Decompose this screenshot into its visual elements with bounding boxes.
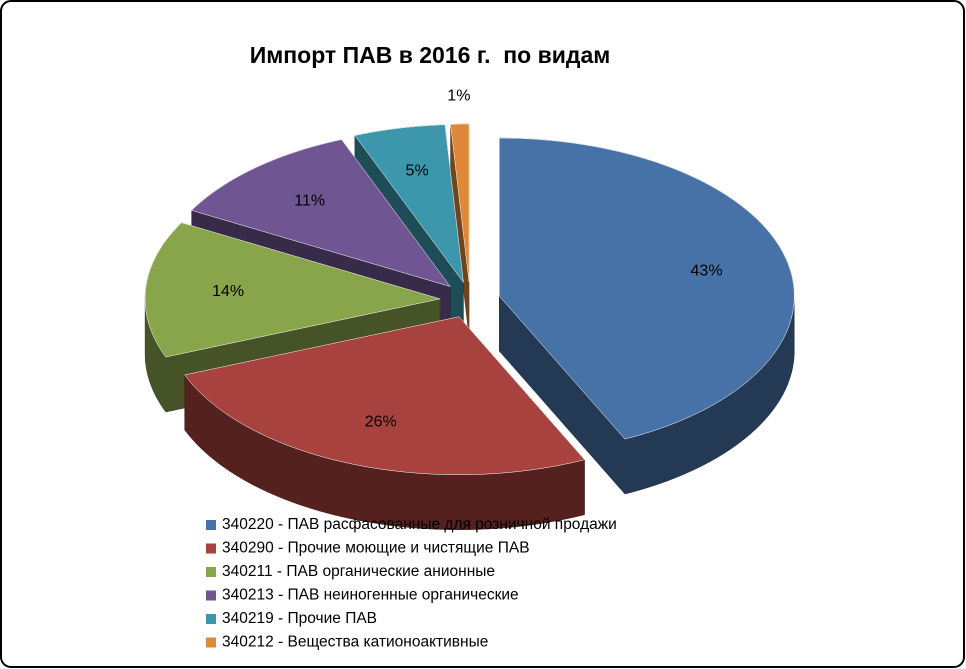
legend-label: 340290 - Прочие моющие и чистящие ПАВ <box>222 540 530 557</box>
legend-label: 340211 - ПАВ органические анионные <box>222 563 495 580</box>
slice <box>184 316 586 475</box>
legend-label: 340213 - ПАВ неиногенные органические <box>222 587 519 604</box>
slice <box>191 139 451 287</box>
legend-swatch <box>206 567 216 577</box>
data-label: 5% <box>406 163 429 180</box>
slice <box>450 123 470 283</box>
legend-label: 340220 - ПАВ расфасованные для розничной… <box>222 516 617 533</box>
data-label: 26% <box>365 414 397 431</box>
legend-swatch <box>206 520 216 530</box>
legend-label: 340212 - Вещества катионоактивные <box>222 634 488 651</box>
legend-swatch <box>206 614 216 624</box>
data-label: 11% <box>294 192 325 209</box>
data-label: 14% <box>212 283 244 300</box>
legend-swatch <box>206 543 216 554</box>
slice <box>144 222 441 358</box>
data-label: 43% <box>691 262 723 279</box>
legend-swatch <box>206 637 216 648</box>
legend-label: 340219 - Прочие ПАВ <box>222 610 377 627</box>
slice <box>354 124 464 284</box>
data-label: 1% <box>447 88 470 105</box>
chart-title: Импорт ПАВ в 2016 г. по видам <box>250 42 611 68</box>
legend-swatch <box>206 590 216 601</box>
slice <box>499 137 795 440</box>
